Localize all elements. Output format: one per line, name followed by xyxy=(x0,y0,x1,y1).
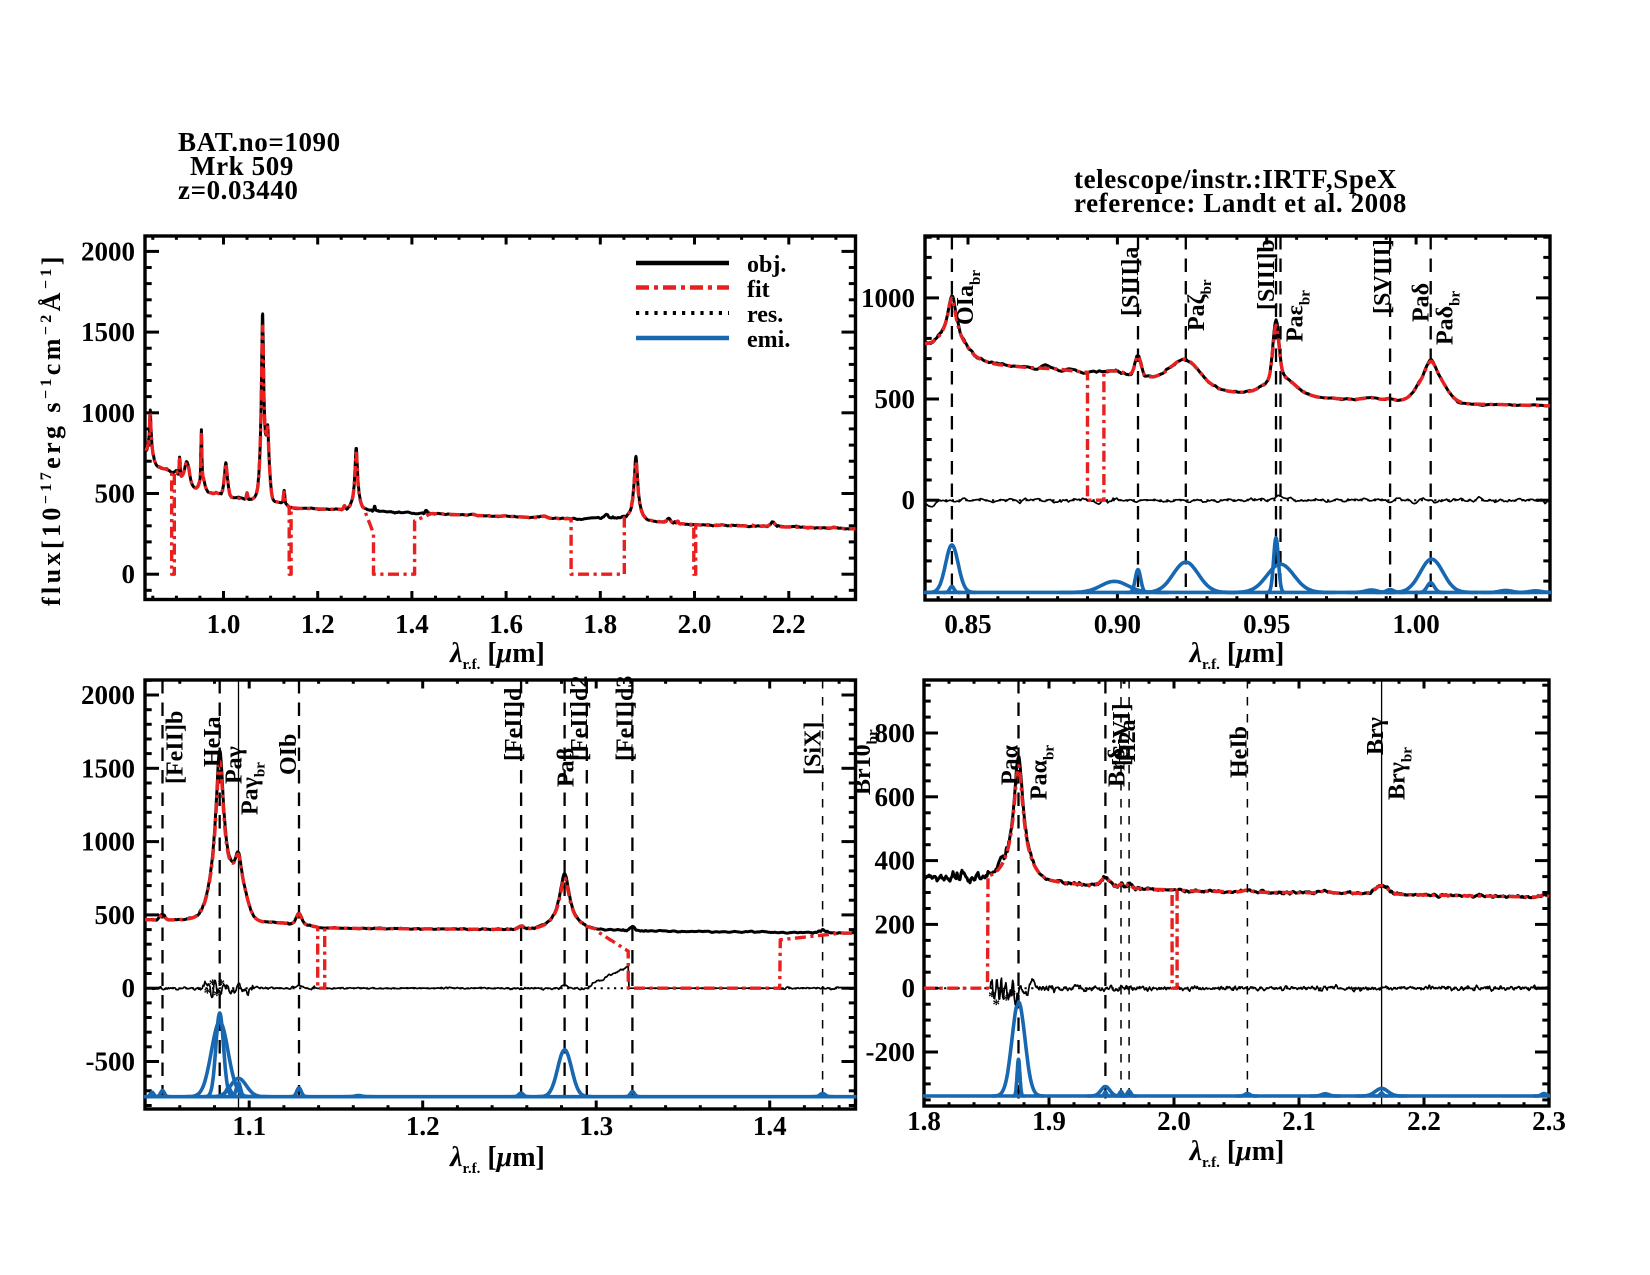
svg-text:res.: res. xyxy=(747,302,783,328)
svg-text:800: 800 xyxy=(875,718,916,748)
svg-text:fit: fit xyxy=(747,277,770,303)
svg-text:600: 600 xyxy=(875,782,916,812)
svg-text:emi.: emi. xyxy=(747,327,790,353)
svg-text:1.00: 1.00 xyxy=(1392,609,1439,639)
svg-text:1.0: 1.0 xyxy=(207,609,241,639)
svg-text:1000: 1000 xyxy=(861,283,915,313)
svg-text:HeIa: HeIa xyxy=(200,716,226,767)
svg-text:Paβ: Paβ xyxy=(554,748,580,787)
svg-text:1.3: 1.3 xyxy=(579,1111,613,1141)
svg-text:1.4: 1.4 xyxy=(395,609,429,639)
svg-text:0.95: 0.95 xyxy=(1243,609,1290,639)
svg-text:flux[10−17erg s−1cm−2Å−1]: flux[10−17erg s−1cm−2Å−1] xyxy=(37,253,66,606)
svg-text:[FeII]d2: [FeII]d2 xyxy=(567,676,593,761)
svg-text:2.0: 2.0 xyxy=(1157,1106,1191,1136)
svg-text:obj.: obj. xyxy=(747,252,786,278)
svg-text:*: * xyxy=(1009,988,1017,1004)
svg-text:*: * xyxy=(1003,992,1011,1008)
svg-text:Paγ: Paγ xyxy=(222,746,248,784)
svg-text:[SIII]a: [SIII]a xyxy=(1118,247,1144,316)
svg-text:0: 0 xyxy=(122,973,136,1003)
svg-text:[SiX]: [SiX] xyxy=(801,722,827,775)
svg-text:500: 500 xyxy=(95,900,136,930)
svg-text:[FeII]d3: [FeII]d3 xyxy=(612,676,638,761)
svg-text:200: 200 xyxy=(875,909,916,939)
svg-text:Brδ: Brδ xyxy=(1104,748,1130,787)
svg-text:2000: 2000 xyxy=(81,236,135,266)
svg-text:1.9: 1.9 xyxy=(1032,1106,1066,1136)
svg-text:Paαbr: Paαbr xyxy=(1027,745,1058,800)
svg-text:λr.f. [μm]: λr.f. [μm] xyxy=(449,638,545,673)
svg-text:-500: -500 xyxy=(86,1047,136,1077)
svg-text:BAT.no=1090: BAT.no=1090 xyxy=(178,127,341,157)
svg-text:Brγ: Brγ xyxy=(1363,717,1389,755)
svg-text:0: 0 xyxy=(122,559,136,589)
svg-text:[SVIII]: [SVIII] xyxy=(1370,239,1396,314)
svg-text:[FeII]b: [FeII]b xyxy=(163,711,189,784)
svg-text:2.3: 2.3 xyxy=(1532,1106,1566,1136)
svg-text:*: * xyxy=(209,977,217,993)
svg-text:λr.f. [μm]: λr.f. [μm] xyxy=(1189,1136,1285,1171)
svg-text:1000: 1000 xyxy=(81,398,135,428)
svg-text:reference: Landt et al. 2008: reference: Landt et al. 2008 xyxy=(1074,188,1407,218)
svg-text:HeIb: HeIb xyxy=(1226,726,1252,778)
svg-text:1.8: 1.8 xyxy=(907,1106,941,1136)
svg-text:*: * xyxy=(204,986,212,1002)
svg-text:1500: 1500 xyxy=(81,753,135,783)
svg-text:Paδ: Paδ xyxy=(1409,283,1435,322)
svg-text:500: 500 xyxy=(875,384,916,414)
svg-text:0.90: 0.90 xyxy=(1094,609,1141,639)
svg-text:OIb: OIb xyxy=(276,734,302,775)
svg-text:1.1: 1.1 xyxy=(232,1111,266,1141)
svg-text:500: 500 xyxy=(95,479,136,509)
svg-text:1000: 1000 xyxy=(81,827,135,857)
svg-text:z=0.03440: z=0.03440 xyxy=(178,175,299,205)
svg-text:2.0: 2.0 xyxy=(678,609,712,639)
svg-text:Mrk 509: Mrk 509 xyxy=(190,151,294,181)
svg-text:[SIII]b: [SIII]b xyxy=(1254,239,1280,310)
svg-text:1.2: 1.2 xyxy=(301,609,335,639)
svg-text:2000: 2000 xyxy=(81,680,135,710)
svg-text:1500: 1500 xyxy=(81,317,135,347)
svg-text:-200: -200 xyxy=(866,1037,916,1067)
svg-text:2.1: 2.1 xyxy=(1282,1106,1316,1136)
svg-text:λr.f. [μm]: λr.f. [μm] xyxy=(1189,638,1285,673)
svg-text:1.2: 1.2 xyxy=(406,1111,440,1141)
svg-text:400: 400 xyxy=(875,846,916,876)
svg-text:2.2: 2.2 xyxy=(1407,1106,1441,1136)
svg-text:*: * xyxy=(218,977,226,993)
svg-text:0.85: 0.85 xyxy=(944,609,991,639)
svg-text:0: 0 xyxy=(902,485,916,515)
svg-text:0: 0 xyxy=(902,973,916,1003)
svg-text:*: * xyxy=(998,984,1006,1000)
svg-text:1.6: 1.6 xyxy=(489,609,523,639)
svg-text:2.2: 2.2 xyxy=(772,609,806,639)
svg-text:H2a: H2a xyxy=(1115,719,1141,762)
svg-text:[FeII]d: [FeII]d xyxy=(501,687,527,761)
svg-text:λr.f. [μm]: λr.f. [μm] xyxy=(449,1142,545,1177)
svg-text:telescope/instr.:IRTF,SpeX: telescope/instr.:IRTF,SpeX xyxy=(1074,164,1397,194)
svg-text:*: * xyxy=(988,989,996,1005)
svg-text:*: * xyxy=(213,988,221,1004)
svg-text:1.8: 1.8 xyxy=(583,609,617,639)
svg-text:Paα: Paα xyxy=(998,744,1024,785)
svg-text:[SiVI]: [SiVI] xyxy=(1109,703,1135,766)
svg-text:*: * xyxy=(993,997,1001,1013)
svg-text:1.4: 1.4 xyxy=(753,1111,787,1141)
